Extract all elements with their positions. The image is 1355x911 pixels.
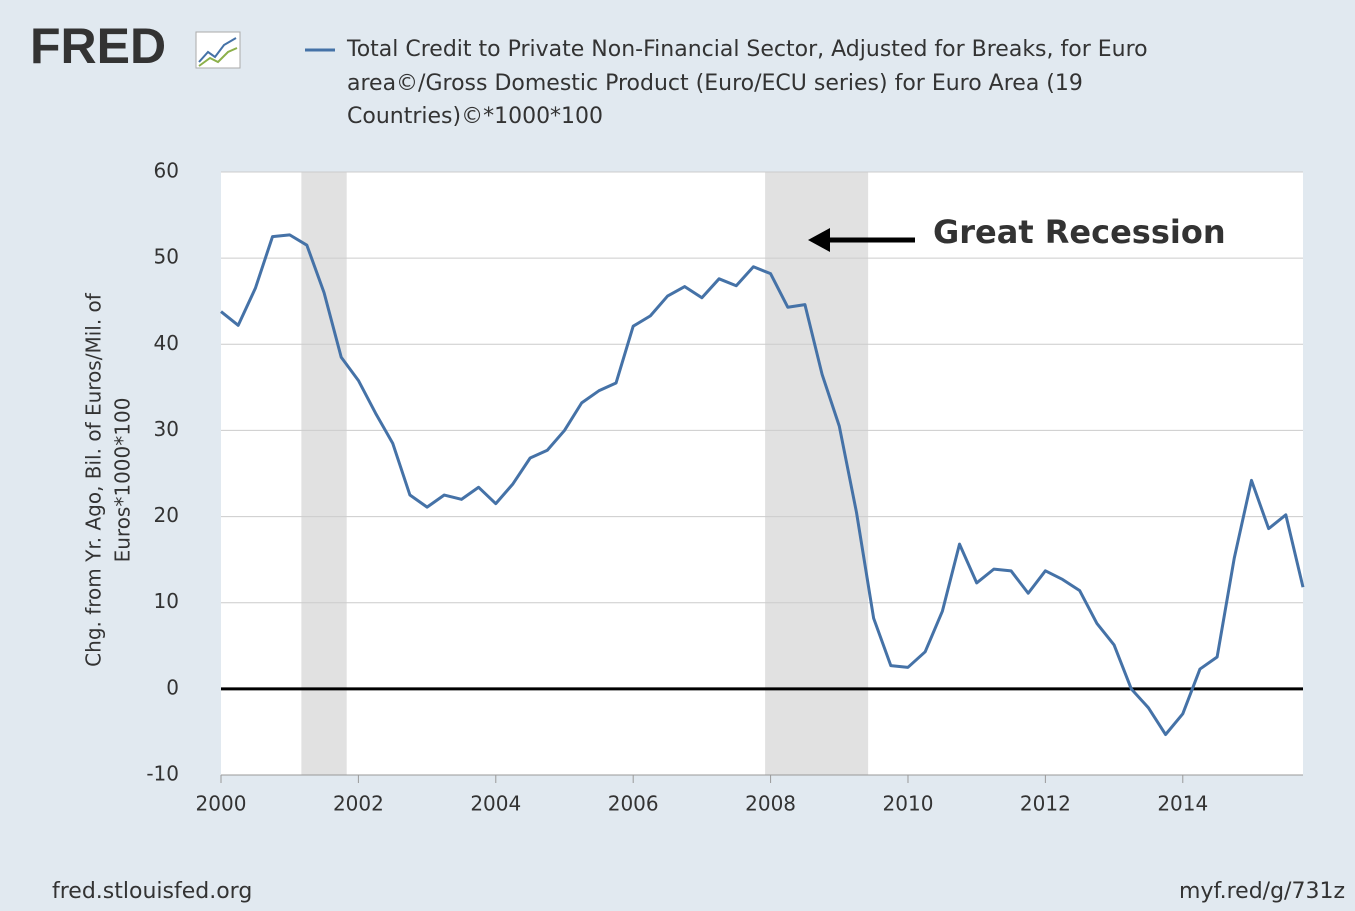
y-tick-label: 10 <box>154 589 179 613</box>
data-line <box>220 233 1305 737</box>
x-tick-label: 2014 <box>1157 792 1208 816</box>
y-tick-label: 50 <box>154 245 179 269</box>
footer-link: myf.red/g/731z <box>1179 879 1345 904</box>
x-tick-label: 2004 <box>470 792 521 816</box>
footer-source: fred.stlouisfed.org <box>52 879 252 904</box>
annotation: Great Recession <box>933 213 1226 251</box>
y-tick-label: 30 <box>154 417 179 441</box>
y-tick-label: 40 <box>154 331 179 355</box>
title: area©/Gross Domestic Product (Euro/ECU s… <box>347 71 1083 96</box>
x-tick-label: 2002 <box>333 792 384 816</box>
x-tick-label: 2006 <box>608 792 659 816</box>
x-tick-label: 2010 <box>883 792 934 816</box>
y-tick-label: 60 <box>154 159 179 183</box>
plot-area <box>221 172 1303 775</box>
y-axis-label: Chg. from Yr. Ago, Bil. of Euros/Mil. of <box>82 292 106 667</box>
x-tick-label: 2008 <box>745 792 796 816</box>
x-tick-label: 2000 <box>196 792 247 816</box>
title: Total Credit to Private Non-Financial Se… <box>346 37 1148 62</box>
x-tick-label: 2012 <box>1020 792 1071 816</box>
recession-band <box>765 172 869 775</box>
logo-icon <box>195 31 241 69</box>
plot-layer: -10 0 10 20 30 40 50 60 2000 2002 2004 2006 2008 2010… <box>146 159 1305 816</box>
y-axis-label: Euros*1000*100 <box>111 398 135 563</box>
logo: FRED <box>30 18 166 74</box>
y-tick-label: -10 <box>146 762 179 786</box>
y-tick-label: 20 <box>154 503 179 527</box>
annotation-arrow <box>808 228 915 252</box>
title: Countries)©*1000*100 <box>347 104 603 129</box>
recession-band <box>301 172 347 775</box>
y-tick-label: 0 <box>166 675 179 699</box>
